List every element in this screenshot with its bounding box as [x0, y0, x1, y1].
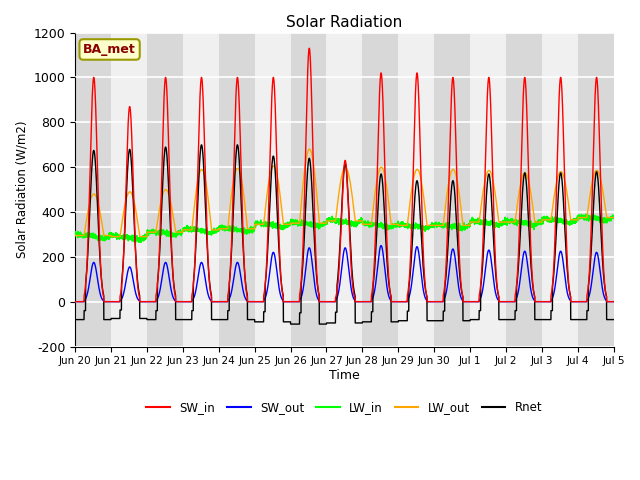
- Title: Solar Radiation: Solar Radiation: [286, 15, 403, 30]
- LW_in: [610, 214, 618, 220]
- SW_out: [71, 299, 79, 304]
- SW_in: [305, 46, 313, 51]
- Bar: [578, 33, 614, 347]
- LW_in: [609, 215, 617, 220]
- Text: BA_met: BA_met: [83, 43, 136, 56]
- LW_out: [609, 215, 617, 220]
- LW_out: [465, 223, 473, 228]
- SW_in: [609, 299, 617, 304]
- SW_in: [324, 299, 332, 304]
- Rnet: [71, 317, 79, 323]
- LW_out: [306, 146, 314, 152]
- Rnet: [610, 317, 618, 323]
- LW_in: [496, 222, 504, 228]
- SW_in: [71, 299, 79, 304]
- Bar: [326, 33, 362, 347]
- SW_out: [609, 299, 617, 304]
- Bar: [542, 33, 578, 347]
- SW_out: [496, 299, 504, 304]
- X-axis label: Time: Time: [329, 369, 360, 382]
- Rnet: [198, 142, 205, 148]
- Line: SW_out: SW_out: [75, 246, 614, 301]
- Line: Rnet: Rnet: [75, 145, 614, 324]
- Bar: [291, 33, 326, 347]
- Rnet: [465, 318, 473, 324]
- Bar: [362, 33, 398, 347]
- LW_out: [168, 206, 176, 212]
- Legend: SW_in, SW_out, LW_in, LW_out, Rnet: SW_in, SW_out, LW_in, LW_out, Rnet: [141, 396, 547, 419]
- Rnet: [496, 317, 504, 323]
- LW_out: [108, 234, 115, 240]
- LW_out: [496, 219, 504, 225]
- SW_in: [465, 299, 473, 304]
- Rnet: [436, 318, 444, 324]
- Bar: [183, 33, 219, 347]
- LW_in: [168, 232, 176, 238]
- LW_in: [324, 216, 332, 222]
- LW_out: [610, 215, 618, 220]
- Line: SW_in: SW_in: [75, 48, 614, 301]
- Line: LW_out: LW_out: [75, 149, 614, 237]
- LW_in: [71, 229, 79, 235]
- SW_in: [610, 299, 618, 304]
- SW_in: [496, 299, 504, 304]
- LW_out: [436, 223, 444, 228]
- Rnet: [609, 317, 617, 323]
- Bar: [111, 33, 147, 347]
- Bar: [398, 33, 434, 347]
- SW_out: [465, 299, 473, 304]
- Rnet: [287, 321, 294, 327]
- Bar: [75, 33, 111, 347]
- Bar: [147, 33, 183, 347]
- Rnet: [324, 320, 332, 326]
- Bar: [219, 33, 255, 347]
- Bar: [470, 33, 506, 347]
- SW_out: [435, 299, 443, 304]
- LW_in: [132, 240, 140, 245]
- SW_in: [168, 252, 176, 258]
- SW_out: [610, 299, 618, 304]
- SW_out: [377, 243, 385, 249]
- Bar: [506, 33, 542, 347]
- Y-axis label: Solar Radiation (W/m2): Solar Radiation (W/m2): [15, 121, 28, 258]
- LW_out: [324, 218, 332, 224]
- SW_out: [168, 290, 176, 296]
- Bar: [434, 33, 470, 347]
- Rnet: [168, 256, 176, 262]
- SW_out: [324, 299, 332, 304]
- LW_in: [465, 222, 473, 228]
- SW_in: [435, 299, 443, 304]
- Bar: [255, 33, 291, 347]
- Line: LW_in: LW_in: [75, 214, 614, 242]
- LW_in: [582, 211, 589, 217]
- LW_out: [71, 233, 79, 239]
- LW_in: [435, 220, 443, 226]
